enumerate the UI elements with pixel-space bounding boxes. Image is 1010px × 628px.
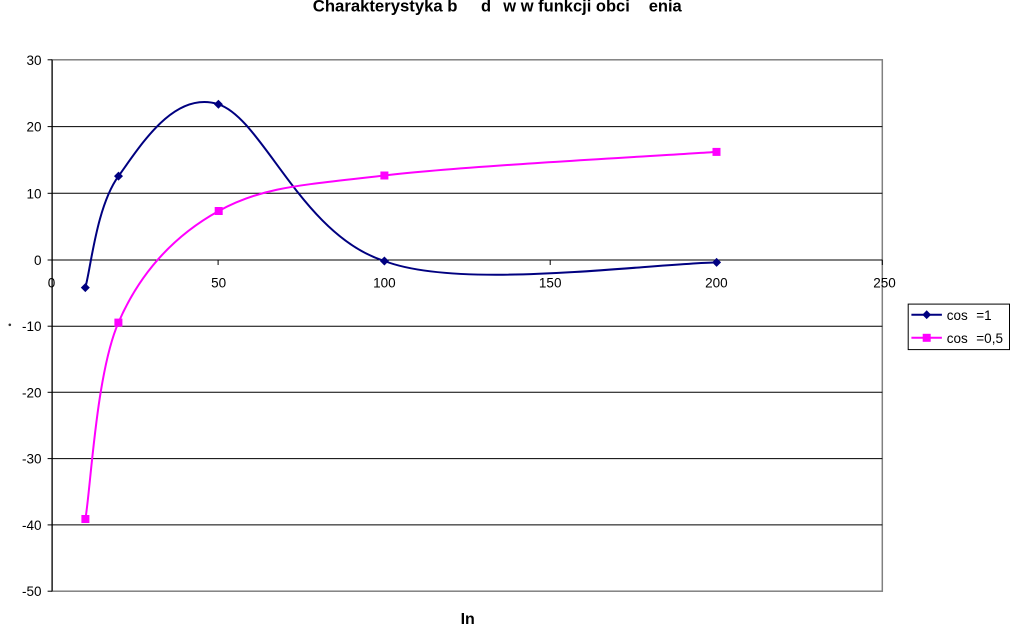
svg-text:cos: cos: [947, 331, 968, 346]
svg-text:-10: -10: [22, 319, 42, 334]
svg-text:Charakterystyka b: Charakterystyka b: [313, 0, 458, 16]
svg-text:-50: -50: [22, 584, 42, 599]
svg-text:In: In: [461, 611, 475, 628]
svg-text:cos: cos: [947, 308, 968, 323]
svg-text:100: 100: [373, 275, 396, 290]
svg-text:-40: -40: [22, 518, 42, 533]
svg-text:w w funkcji obci: w w funkcji obci: [502, 0, 630, 16]
svg-text:=1: =1: [976, 308, 991, 323]
svg-text:-20: -20: [22, 385, 42, 400]
svg-text:0: 0: [34, 253, 42, 268]
svg-text:50: 50: [211, 275, 226, 290]
svg-text:10: 10: [26, 186, 41, 201]
svg-text:150: 150: [539, 275, 562, 290]
svg-text:30: 30: [26, 53, 41, 68]
svg-text:enia: enia: [649, 0, 683, 16]
svg-text:=0,5: =0,5: [976, 331, 1003, 346]
svg-text:-30: -30: [22, 452, 42, 467]
svg-text:20: 20: [26, 120, 41, 135]
svg-text:0: 0: [48, 275, 56, 290]
svg-text:200: 200: [705, 275, 728, 290]
svg-text:d: d: [481, 0, 491, 16]
svg-text:250: 250: [873, 275, 896, 290]
